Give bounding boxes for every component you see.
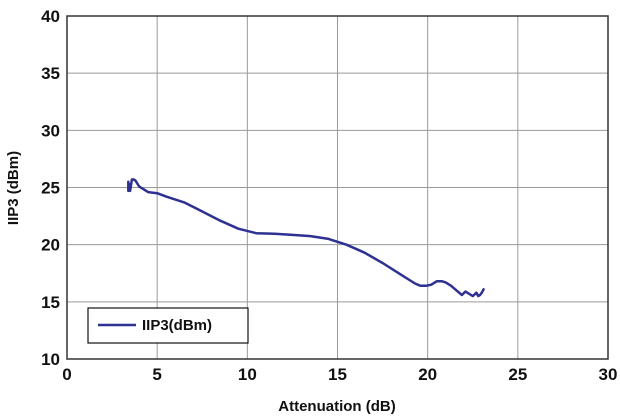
x-tick-label: 5	[152, 365, 161, 384]
x-tick-label: 25	[508, 365, 527, 384]
y-tick-labels: 10 15 20 25 30 35 40	[41, 7, 60, 369]
y-tick-label: 20	[41, 236, 60, 255]
plot-frame	[66, 15, 609, 360]
y-axis-label: IIP3 (dBm)	[5, 151, 22, 225]
x-axis-label: Attenuation (dB)	[278, 398, 395, 415]
y-tick-label: 15	[41, 293, 60, 312]
x-tick-label: 0	[62, 365, 71, 384]
grid	[67, 16, 608, 359]
x-tick-label: 15	[328, 365, 347, 384]
series-lines	[127, 178, 485, 298]
y-tick-label: 40	[41, 7, 60, 26]
y-tick-label: 25	[41, 179, 60, 198]
y-tick-label: 30	[41, 121, 60, 140]
x-tick-label: 30	[599, 365, 618, 384]
x-tick-labels: 0 5 10 15 20 25 30	[62, 365, 617, 384]
legend: IIP3(dBm)	[87, 307, 249, 344]
legend-label-iip3: IIP3(dBm)	[142, 317, 212, 334]
y-tick-label: 35	[41, 64, 60, 83]
x-tick-label: 20	[418, 365, 437, 384]
x-tick-label: 10	[238, 365, 257, 384]
series-line-0	[127, 178, 485, 298]
y-tick-label: 10	[41, 350, 60, 369]
